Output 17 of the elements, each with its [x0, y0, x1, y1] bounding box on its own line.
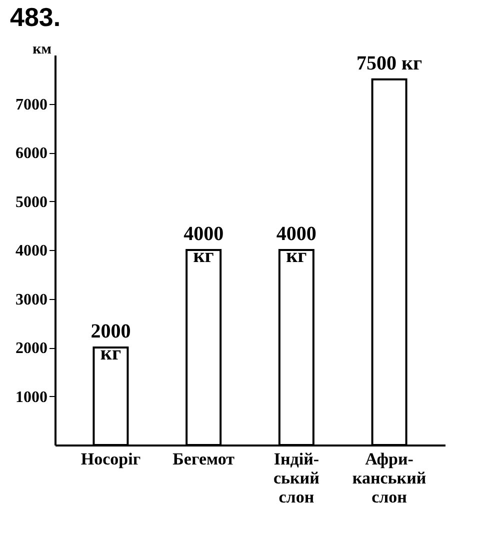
x-tick-label: Носоріг [80, 450, 141, 468]
data-label: 2000 кг [90, 320, 131, 364]
data-label: 4000 кг [184, 223, 224, 267]
y-tick-label: 2000 [16, 340, 48, 357]
y-axis-title: км [32, 42, 52, 58]
y-tick-label: 5000 [16, 194, 48, 211]
x-tick-label: Бегемот [172, 450, 236, 468]
y-tick-label: 6000 [16, 145, 48, 162]
data-label: 4000 кг [276, 223, 316, 267]
x-tick-label: Афри- канський слон [352, 450, 426, 506]
x-tick-label: Індій- ський слон [273, 450, 320, 506]
data-label: 7500 кг [356, 52, 422, 74]
chart-title: 483. [10, 2, 61, 32]
y-tick-label: 1000 [16, 388, 48, 406]
y-tick-label: 3000 [16, 291, 48, 308]
y-tick-label: 4000 [16, 242, 48, 260]
y-tick-label: 7000 [16, 96, 48, 114]
